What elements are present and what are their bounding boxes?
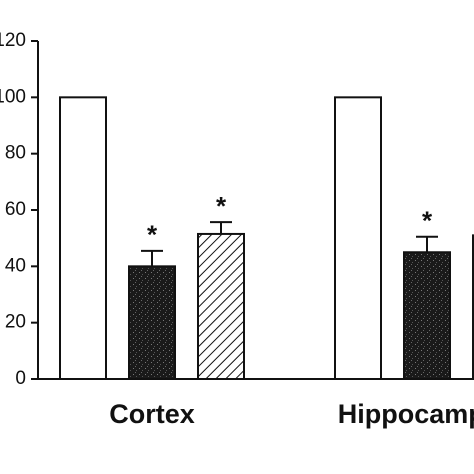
bar [334, 96, 382, 380]
y-tick-label: 60 [5, 199, 26, 220]
y-tick-label: 20 [5, 312, 26, 333]
y-tick-label: 0 [15, 368, 26, 389]
significance-marker: * [147, 220, 158, 250]
bar [128, 265, 176, 381]
y-tick-label: 120 [0, 30, 26, 51]
y-tick-label: 80 [5, 143, 26, 164]
significance-marker: * [216, 191, 227, 221]
bar [59, 96, 107, 380]
category-label: Hippocampus [338, 399, 474, 429]
significance-marker: * [422, 206, 433, 236]
y-tick-label: 100 [0, 86, 26, 107]
bar [197, 232, 245, 380]
category-label: Cortex [109, 399, 195, 429]
bar [403, 251, 451, 380]
y-tick-label: 40 [5, 255, 26, 276]
